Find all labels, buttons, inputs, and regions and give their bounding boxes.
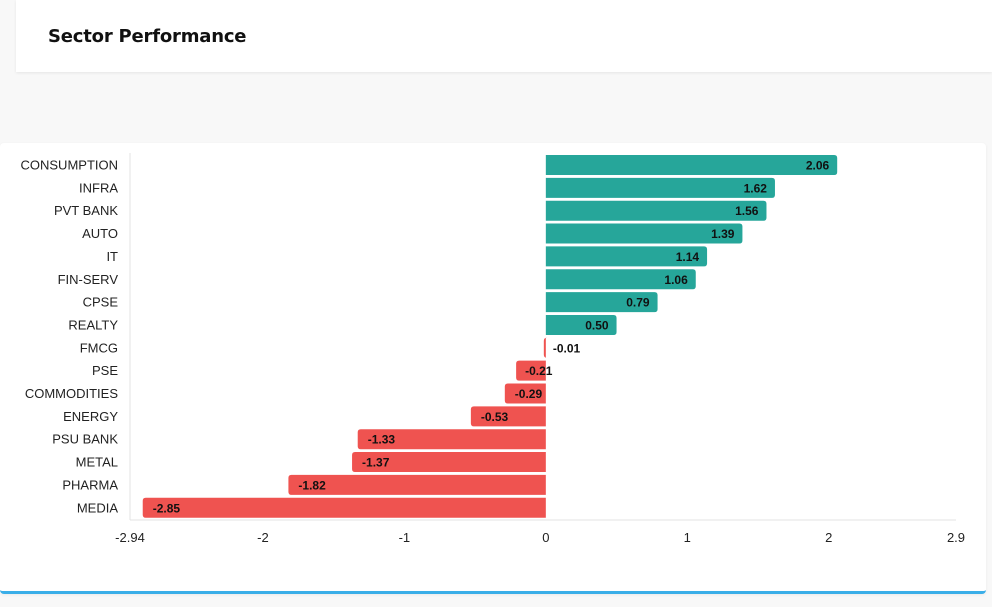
bar-pse [516, 360, 546, 381]
category-label: AUTO [82, 226, 118, 241]
x-tick-label: -2 [257, 530, 269, 545]
bar-auto [545, 223, 743, 244]
bar-it [545, 246, 708, 267]
value-label: 2.06 [806, 159, 830, 173]
category-label: PHARMA [62, 477, 118, 492]
category-label: MEDIA [77, 500, 119, 515]
category-label: FMCG [80, 340, 118, 355]
category-label: CONSUMPTION [21, 158, 119, 173]
category-label: METAL [76, 455, 118, 470]
value-label: -1.82 [298, 478, 326, 492]
value-label: 1.06 [664, 273, 688, 287]
category-label: ENERGY [63, 409, 118, 424]
x-tick-label: -1 [399, 530, 411, 545]
value-label: 1.62 [744, 181, 768, 195]
x-tick-label: 2 [825, 530, 832, 545]
category-label: PSE [92, 363, 118, 378]
bar-pvt-bank [545, 200, 767, 221]
category-label: COMMODITIES [25, 386, 118, 401]
value-label: -1.37 [362, 456, 390, 470]
category-label: CPSE [83, 295, 119, 310]
bar-pharma [288, 474, 546, 495]
value-label: 0.50 [585, 318, 609, 332]
bar-metal [352, 452, 546, 473]
value-label: -1.33 [368, 433, 396, 447]
category-label: PVT BANK [54, 203, 118, 218]
bar-consumption [545, 155, 838, 175]
bar-commodities [504, 383, 546, 404]
category-label: REALTY [68, 317, 118, 332]
value-label: 1.14 [676, 250, 700, 264]
bar-cpse [545, 292, 658, 313]
value-label: 1.56 [735, 204, 759, 218]
bar-realty [545, 314, 617, 335]
value-label: -0.21 [525, 364, 553, 378]
bar-fmcg [543, 337, 547, 358]
category-label: PSU BANK [52, 432, 118, 447]
bar-media [142, 497, 546, 518]
category-label: IT [106, 249, 118, 264]
x-tick-label: -2.94 [115, 530, 145, 545]
bar-psu-bank [357, 429, 546, 450]
bar-energy [470, 406, 546, 427]
value-label: -2.85 [153, 501, 181, 515]
bar-infra [545, 177, 775, 198]
x-tick-label: 2.9 [947, 530, 965, 545]
x-tick-label: 0 [542, 530, 549, 545]
value-label: -0.01 [553, 341, 581, 355]
category-label: INFRA [79, 180, 118, 195]
value-label: 1.39 [711, 227, 735, 241]
value-label: -0.29 [515, 387, 543, 401]
sector-bar-chart: CONSUMPTION 2.06 INFRA 1.62 PVT BANK 1.56 AUTO… [21, 153, 965, 545]
header-card: Sector Performance [16, 0, 992, 72]
chart-card: CONSUMPTION 2.06 INFRA 1.62 PVT BANK 1.56 AUTO… [0, 143, 986, 594]
page-title: Sector Performance [48, 26, 247, 47]
bar-fin-serv [545, 269, 696, 290]
value-label: 0.79 [626, 296, 650, 310]
value-label: -0.53 [481, 410, 509, 424]
x-tick-label: 1 [684, 530, 691, 545]
category-label: FIN-SERV [58, 272, 119, 287]
